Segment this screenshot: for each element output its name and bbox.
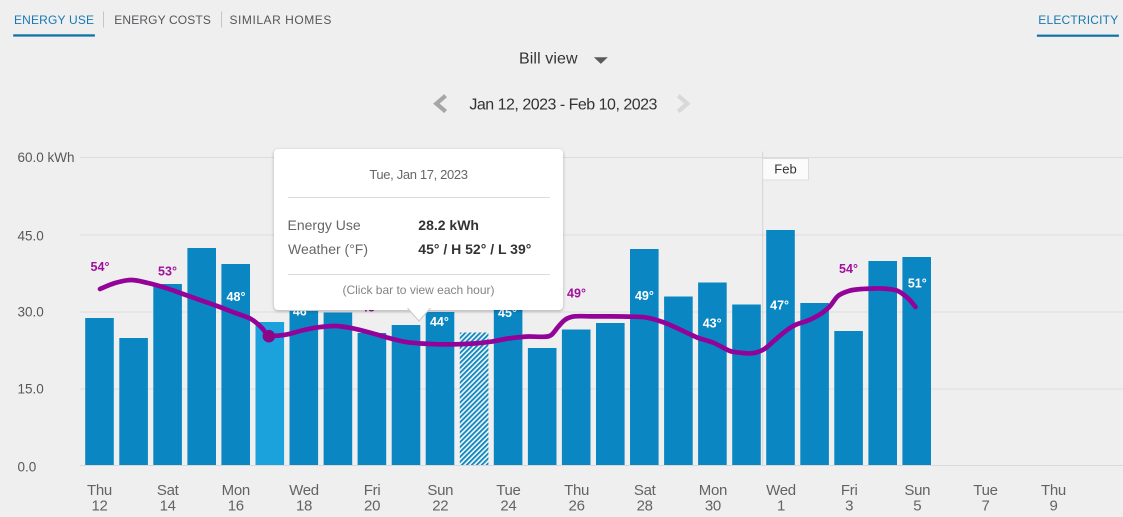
svg-text:24: 24 <box>500 498 516 515</box>
svg-text:Mon: Mon <box>699 482 727 499</box>
svg-text:54°: 54° <box>91 260 110 274</box>
svg-text:Sat: Sat <box>634 482 657 499</box>
svg-text:Thu: Thu <box>564 482 589 499</box>
svg-text:15.0: 15.0 <box>18 382 44 397</box>
svg-text:Sun: Sun <box>904 482 930 499</box>
svg-text:1: 1 <box>777 498 785 515</box>
svg-text:60.0 kWh: 60.0 kWh <box>18 150 75 165</box>
svg-text:Thu: Thu <box>1041 482 1066 499</box>
svg-text:Fri: Fri <box>364 482 381 499</box>
svg-text:51°: 51° <box>908 277 927 291</box>
svg-text:Wed: Wed <box>766 482 796 499</box>
svg-text:ELECTRICITY: ELECTRICITY <box>1038 13 1118 27</box>
svg-text:Mon: Mon <box>222 482 250 499</box>
svg-text:30.0: 30.0 <box>18 305 44 320</box>
svg-text:49°: 49° <box>635 289 654 303</box>
svg-text:Sat: Sat <box>157 482 180 499</box>
svg-text:54°: 54° <box>839 262 858 276</box>
svg-text:48°: 48° <box>227 290 246 304</box>
svg-text:ENERGY COSTS: ENERGY COSTS <box>114 13 211 27</box>
svg-text:7: 7 <box>981 498 989 515</box>
svg-text:45°: 45° <box>498 306 517 320</box>
svg-text:ENERGY USE: ENERGY USE <box>14 13 94 27</box>
svg-text:14: 14 <box>160 498 176 515</box>
svg-text:26: 26 <box>569 498 585 515</box>
svg-text:Feb: Feb <box>774 161 796 176</box>
svg-text:47°: 47° <box>770 299 789 313</box>
svg-text:Fri: Fri <box>841 482 858 499</box>
svg-text:9: 9 <box>1049 498 1057 515</box>
svg-text:Tue: Tue <box>973 482 997 499</box>
svg-text:45.0: 45.0 <box>18 229 44 244</box>
svg-text:0.0: 0.0 <box>18 459 37 474</box>
svg-text:Jan 12, 2023 - Feb 10, 2023: Jan 12, 2023 - Feb 10, 2023 <box>469 97 657 114</box>
svg-text:49°: 49° <box>567 286 586 300</box>
svg-text:16: 16 <box>228 498 244 515</box>
svg-text:20: 20 <box>364 498 380 515</box>
svg-text:44°: 44° <box>430 315 449 329</box>
svg-text:SIMILAR HOMES: SIMILAR HOMES <box>230 13 332 27</box>
svg-text:18: 18 <box>296 498 312 515</box>
svg-text:22: 22 <box>432 498 448 515</box>
svg-text:28: 28 <box>637 498 653 515</box>
svg-text:43°: 43° <box>703 317 722 331</box>
svg-text:Bill view: Bill view <box>519 50 578 67</box>
svg-text:53°: 53° <box>158 265 177 279</box>
svg-text:12: 12 <box>91 498 107 515</box>
svg-text:30: 30 <box>705 498 721 515</box>
svg-text:Thu: Thu <box>87 482 112 499</box>
svg-text:Wed: Wed <box>289 482 319 499</box>
svg-text:Sun: Sun <box>427 482 453 499</box>
svg-text:3: 3 <box>845 498 853 515</box>
svg-text:5: 5 <box>913 498 921 515</box>
svg-text:Tue: Tue <box>496 482 520 499</box>
